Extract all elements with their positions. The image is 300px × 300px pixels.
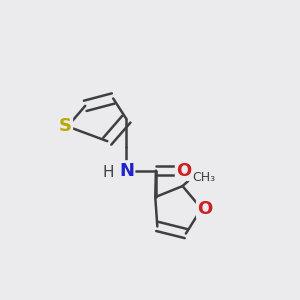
Text: S: S — [59, 117, 72, 135]
Text: N: N — [119, 162, 134, 180]
Text: O: O — [176, 162, 191, 180]
Text: H: H — [102, 165, 114, 180]
Text: O: O — [197, 200, 213, 217]
Text: CH₃: CH₃ — [192, 171, 215, 184]
